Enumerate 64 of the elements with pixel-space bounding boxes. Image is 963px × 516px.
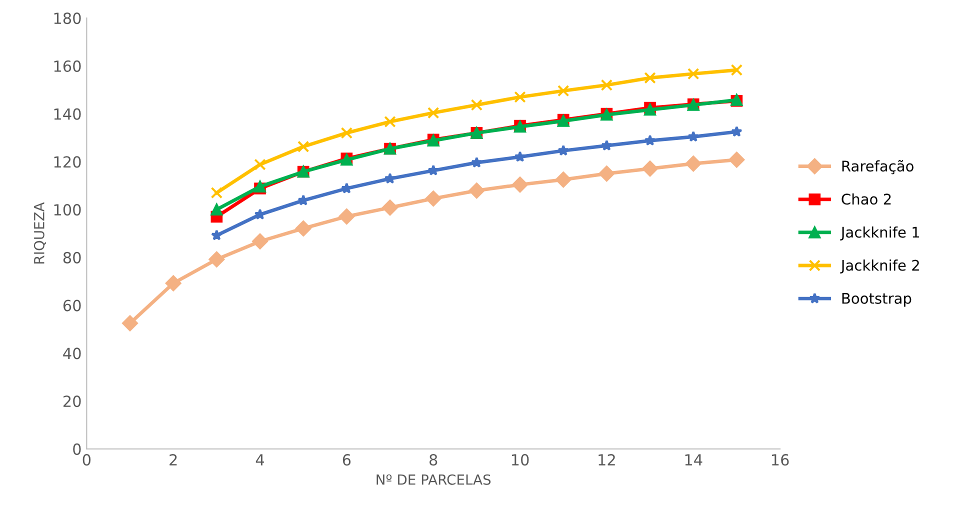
point bbox=[555, 172, 572, 188]
legend-label: Jackknife 2 bbox=[840, 260, 919, 274]
point bbox=[731, 126, 742, 137]
legend-label: Chao 2 bbox=[842, 193, 891, 205]
point bbox=[471, 156, 482, 168]
x-tick-label: 0 bbox=[82, 454, 91, 466]
point bbox=[598, 166, 615, 182]
x-tick-label: 6 bbox=[342, 454, 351, 466]
y-tick-label: 100 bbox=[54, 204, 81, 216]
y-tick-label: 120 bbox=[54, 156, 81, 168]
point bbox=[252, 233, 268, 250]
x-tick-label: 14 bbox=[685, 454, 702, 466]
point bbox=[338, 208, 355, 224]
y-tick-label: 60 bbox=[63, 300, 81, 312]
point bbox=[211, 230, 222, 240]
point bbox=[730, 64, 743, 76]
point bbox=[165, 275, 182, 292]
x-tick-label: 12 bbox=[598, 454, 615, 466]
x-tick-label: 4 bbox=[256, 454, 264, 466]
legend-label: Bootstrap bbox=[842, 293, 912, 307]
y-tick-label: 20 bbox=[63, 396, 81, 408]
y-tick-label: 0 bbox=[73, 443, 81, 455]
x-tick-label: 8 bbox=[430, 454, 438, 466]
y-tick-label: 140 bbox=[54, 108, 81, 120]
point bbox=[557, 84, 570, 97]
y-tick-label: 80 bbox=[63, 252, 81, 264]
legend-label: Jackknife 1 bbox=[840, 226, 920, 240]
point bbox=[208, 251, 225, 268]
point bbox=[297, 140, 310, 153]
point bbox=[685, 156, 702, 172]
point bbox=[384, 116, 396, 128]
y-tick-label: 160 bbox=[54, 60, 81, 72]
point bbox=[512, 176, 528, 193]
x-tick-label: 2 bbox=[170, 454, 177, 466]
point bbox=[601, 140, 612, 151]
point bbox=[425, 190, 442, 206]
point bbox=[210, 186, 223, 199]
point bbox=[295, 220, 312, 236]
x-axis-title: Nº DE PARCELAS bbox=[376, 474, 491, 485]
point bbox=[468, 182, 485, 199]
point bbox=[384, 172, 396, 184]
point bbox=[728, 152, 745, 168]
point bbox=[514, 91, 526, 103]
x-tick-label: 16 bbox=[772, 454, 789, 466]
point bbox=[427, 106, 440, 119]
x-tick-label: 10 bbox=[512, 454, 529, 466]
point bbox=[254, 158, 266, 170]
point bbox=[382, 200, 398, 216]
point bbox=[644, 134, 656, 146]
point bbox=[514, 150, 526, 162]
y-tick-label: 180 bbox=[54, 12, 81, 24]
y-tick-label: 40 bbox=[63, 348, 81, 360]
point bbox=[210, 204, 223, 216]
point bbox=[600, 79, 613, 91]
point bbox=[644, 72, 656, 84]
point bbox=[340, 127, 353, 139]
point bbox=[470, 99, 483, 111]
legend-label: Rarefação bbox=[842, 160, 914, 174]
point bbox=[122, 315, 138, 332]
point bbox=[688, 130, 700, 142]
point bbox=[558, 144, 570, 156]
point bbox=[642, 160, 658, 177]
point bbox=[687, 68, 700, 80]
y-axis-title: RIQUEZA bbox=[34, 202, 46, 264]
